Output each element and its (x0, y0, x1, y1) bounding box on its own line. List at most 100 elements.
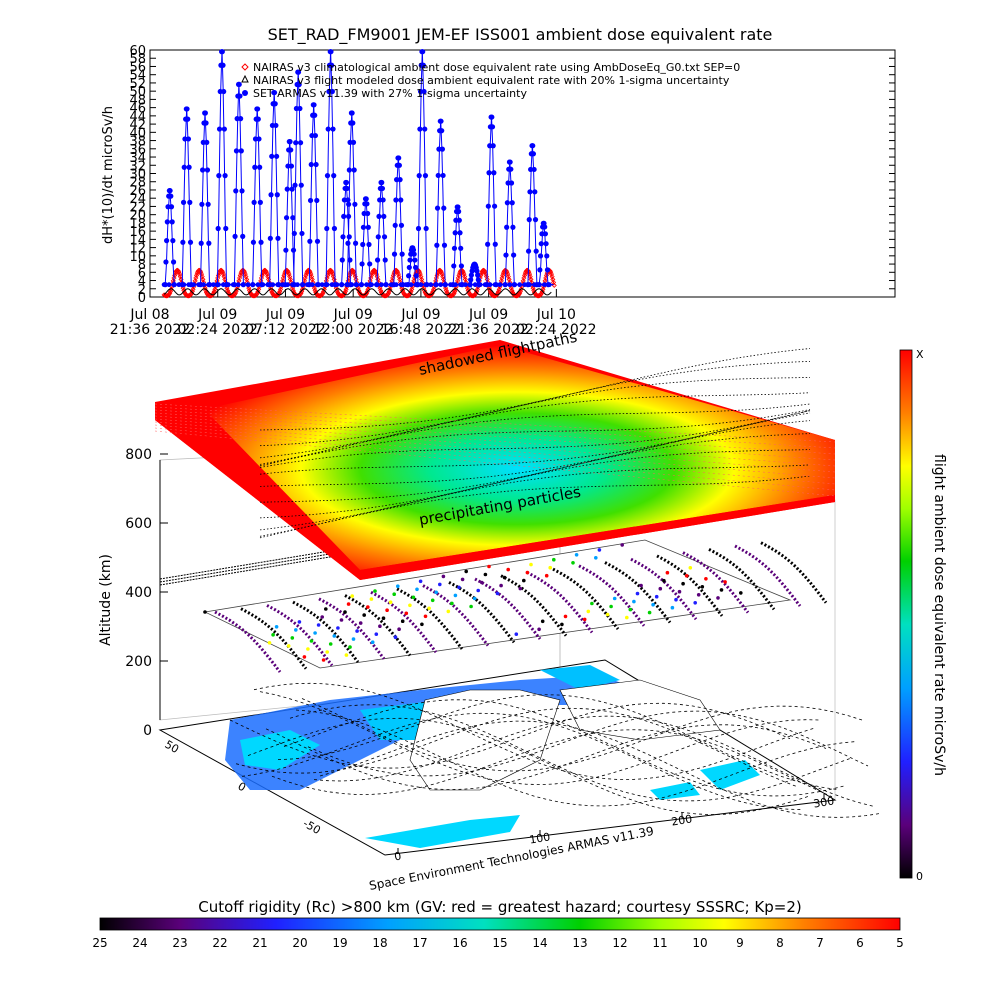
armas-marker (298, 182, 304, 188)
armas-marker (458, 282, 463, 288)
armas-marker (485, 241, 491, 247)
lon-tick-label: 0 (393, 850, 402, 864)
flight-sample (716, 596, 720, 600)
armas-marker (290, 215, 296, 221)
nairas-clim-marker (224, 285, 230, 291)
armas-marker (215, 225, 221, 232)
armas-marker (187, 239, 194, 245)
y-tick-label: 28 (129, 176, 146, 191)
armas-marker (230, 282, 236, 288)
time-series-panel: SET_RAD_FM9001 JEM-EF ISS001 ambient dos… (101, 25, 896, 338)
flight-sample (612, 596, 617, 601)
armas-marker (407, 257, 413, 263)
armas-marker (219, 49, 225, 55)
armas-marker (383, 282, 389, 288)
armas-marker (272, 101, 278, 107)
armas-marker (331, 173, 337, 179)
armas-marker (285, 282, 290, 288)
nairas-clim-marker (225, 287, 231, 294)
slab-contour (259, 409, 811, 467)
y-tick-label: 2 (138, 283, 146, 298)
armas-marker (398, 197, 404, 203)
slab-contour (259, 410, 811, 475)
armas-marker (334, 282, 340, 288)
armas-marker (180, 199, 187, 205)
x-tick-label-time: 07:12 2022 (245, 322, 325, 338)
lat-tick-label: -50 (301, 817, 323, 837)
armas-marker (181, 282, 187, 288)
flight-track (396, 587, 464, 650)
flight-track (682, 551, 750, 614)
nairas-flight-line (163, 288, 552, 296)
flight-track (760, 541, 828, 604)
flight-sample (487, 564, 491, 569)
armas-marker (504, 200, 510, 206)
nairas-flight-series (163, 288, 552, 296)
armas-marker (350, 139, 357, 145)
legend-diamond-icon (241, 63, 249, 71)
armas-marker (439, 146, 445, 152)
armas-marker (467, 282, 473, 288)
armas-marker (360, 224, 367, 230)
armas-marker (354, 282, 360, 288)
flight-sample (294, 628, 298, 632)
nairas-clim-marker (505, 271, 511, 277)
nairas-clim-marker (180, 285, 186, 291)
armas-marker (250, 239, 257, 245)
flight-sample (430, 598, 435, 603)
flight-sample (438, 582, 442, 587)
flight-sample (639, 583, 643, 588)
armas-marker (508, 180, 515, 186)
armas-marker (265, 282, 271, 288)
armas-marker (170, 259, 177, 265)
armas-marker (164, 238, 170, 244)
slab-left-edge (155, 402, 360, 580)
flight-sample (480, 580, 484, 585)
nairas-clim-marker (220, 269, 226, 275)
armas-marker (329, 62, 335, 68)
flight-sample (411, 595, 416, 600)
armas-marker (345, 240, 351, 246)
legend-circle-icon (242, 90, 248, 96)
armas-marker (375, 234, 381, 240)
cutoff-bar-label: 21 (252, 936, 267, 950)
floor-track (313, 715, 875, 807)
armas-marker (273, 122, 279, 129)
armas-marker (413, 282, 419, 288)
cutoff-bar-label: 18 (372, 936, 387, 950)
slab-contour (259, 348, 811, 431)
x-tick-label-date: Jul 09 (400, 307, 440, 323)
cutoff-bar-label: 25 (92, 936, 107, 950)
x-tick-label-date: Jul 09 (265, 307, 305, 323)
armas-marker (349, 110, 355, 116)
flight-sample (434, 590, 439, 595)
flight-sample (302, 655, 307, 659)
armas-marker (526, 217, 532, 223)
y-tick-label: 34 (129, 151, 146, 166)
armas-spike (284, 140, 295, 285)
armas-marker (329, 282, 335, 288)
armas-marker (349, 282, 355, 288)
armas-marker (216, 126, 223, 132)
armas-marker (164, 219, 170, 225)
armas-marker (398, 222, 405, 228)
flight-sample (415, 587, 419, 592)
armas-marker (538, 241, 544, 247)
armas-marker (289, 186, 295, 192)
armas-marker (330, 126, 336, 132)
armas-spike (376, 181, 387, 285)
flight-sample (502, 575, 507, 580)
z-tick-label: 800 (125, 447, 152, 463)
cutoff-bar-label: 24 (132, 936, 147, 950)
slab-contour (259, 392, 811, 465)
flight-sample (665, 570, 670, 575)
armas-marker (456, 217, 462, 223)
armas-marker (220, 62, 226, 68)
y-tick-label: 8 (138, 258, 146, 273)
armas-marker (185, 136, 192, 142)
armas-marker (423, 225, 429, 232)
y-tick-label: 26 (129, 184, 146, 199)
armas-marker (168, 204, 175, 210)
armas-marker (412, 264, 419, 271)
